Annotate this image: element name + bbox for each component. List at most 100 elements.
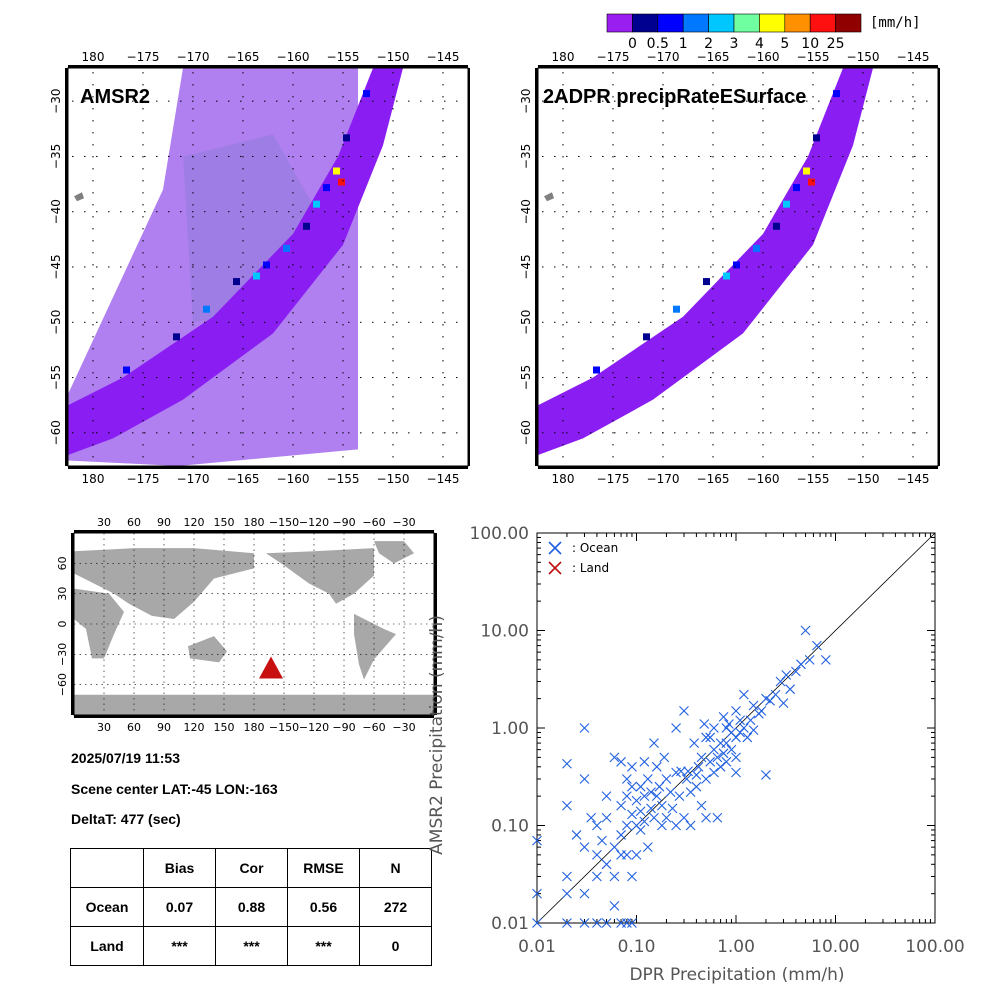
colorbar: [mm/h] 0 0.5 1 2 3 4 5 10 25 — [606, 13, 921, 48]
data-point — [609, 900, 620, 911]
latitude-tick-label: −60 — [519, 420, 533, 445]
precip-cell — [283, 244, 290, 252]
colorbar-tick-label: 10 — [801, 36, 819, 48]
precip-cell — [313, 200, 320, 208]
data-point — [627, 918, 637, 928]
latitude-tick-label: −55 — [49, 365, 63, 390]
data-point — [562, 888, 572, 899]
data-point — [579, 723, 590, 733]
colorbar-segment — [606, 13, 633, 33]
x-tick-label: 0.01 — [518, 937, 556, 957]
data-point — [616, 830, 626, 840]
longitude-tick-label: −175 — [597, 472, 630, 486]
globe-longitude-tick-label: −150 — [269, 516, 299, 529]
y-tick-label: 1.00 — [491, 719, 529, 739]
data-point — [748, 700, 759, 711]
longitude-tick-label: −160 — [277, 50, 310, 64]
longitude-tick-label: −165 — [697, 50, 730, 64]
data-point — [635, 806, 646, 817]
globe-longitude-tick-label: 180 — [244, 721, 265, 734]
longitude-tick-label: −155 — [797, 472, 830, 486]
colorbar-tick-label: 0 — [628, 36, 637, 48]
precip-cell — [703, 278, 710, 286]
globe-longitude-tick-label: −30 — [392, 721, 415, 734]
longitude-tick-label: −175 — [127, 472, 160, 486]
colorbar-segment — [657, 13, 684, 33]
delta-t: DeltaT: 477 (sec) — [71, 811, 181, 827]
data-point — [724, 719, 734, 729]
precip-cell — [233, 278, 240, 286]
map-frame-bottom-bar — [68, 466, 468, 469]
data-point — [532, 835, 542, 846]
data-point — [696, 800, 707, 811]
y-tick-label: 0.10 — [491, 817, 529, 837]
x-axis-label: DPR Precipitation (mm/h) — [629, 965, 844, 985]
precip-cell — [303, 222, 310, 230]
precip-cell — [733, 261, 740, 269]
globe-longitude-tick-label: −120 — [299, 516, 329, 529]
legend-label: : Land — [572, 561, 609, 575]
colorbar-segment — [835, 13, 862, 33]
colorbar-segment — [708, 13, 735, 33]
data-point — [683, 766, 693, 777]
data-point — [579, 918, 590, 928]
scene-center: Scene center LAT:-45 LON:-163 — [71, 781, 278, 797]
longitude-tick-label: −165 — [227, 50, 260, 64]
data-point — [616, 756, 626, 767]
globe-latitude-tick-label: 30 — [439, 587, 440, 601]
longitude-tick-label: −170 — [177, 50, 210, 64]
land-patch — [544, 192, 554, 202]
data-point — [748, 725, 759, 736]
globe-latitude-tick-label: 30 — [56, 587, 69, 601]
data-point — [691, 770, 702, 780]
legend-marker — [548, 541, 562, 555]
colorbar-tick-label: 4 — [755, 36, 764, 48]
longitude-tick-label: −165 — [697, 472, 730, 486]
latitude-tick-label: −40 — [519, 199, 533, 224]
colorbar-tick-label: 0.5 — [647, 36, 669, 48]
data-point — [712, 752, 723, 763]
longitude-tick-label: −150 — [377, 472, 410, 486]
amsr2-map-panel: 180 180 −175 −175 −170 −170 −165 −165 −160 −160 −1… — [49, 50, 470, 486]
data-point — [649, 738, 659, 748]
data-point — [601, 791, 612, 802]
table-cell: 0 — [359, 926, 432, 966]
data-point — [726, 744, 737, 755]
data-point — [778, 698, 789, 708]
data-point — [639, 791, 650, 802]
data-point — [597, 835, 607, 846]
longitude-tick-label: −160 — [747, 472, 780, 486]
precip-cell — [263, 261, 270, 269]
precip-cell — [203, 305, 210, 313]
data-point — [646, 803, 656, 814]
x-tick-label: 100.00 — [905, 937, 964, 957]
data-point — [592, 871, 602, 882]
data-point — [651, 761, 662, 772]
precip-cell — [173, 333, 180, 341]
data-point — [627, 871, 637, 882]
data-point — [676, 766, 686, 777]
scatter-plot: 0.01 0.01 0.10 0.10 1.00 1.00 10.00 10.00 100.00… — [427, 525, 965, 985]
precip-cell — [783, 200, 790, 208]
data-point — [562, 871, 572, 882]
data-point — [721, 738, 732, 748]
longitude-tick-label: 180 — [552, 50, 575, 64]
globe-longitude-tick-label: −120 — [299, 721, 329, 734]
latitude-tick-label: −45 — [519, 254, 533, 279]
globe-latitude-tick-label: −30 — [439, 643, 440, 666]
globe-latitude-tick-label: 60 — [439, 556, 440, 570]
colorbar-tick-label: 3 — [730, 36, 739, 48]
data-point — [679, 705, 689, 716]
data-point — [621, 820, 632, 831]
data-point — [621, 849, 632, 860]
globe-latitude-tick-label: −30 — [56, 643, 69, 666]
data-point — [586, 812, 597, 823]
data-point — [609, 871, 620, 882]
globe-longitude-tick-label: 30 — [97, 516, 111, 529]
scene-location-marker — [259, 656, 283, 679]
x-tick-label: 1.00 — [717, 937, 755, 957]
longitude-tick-label: −150 — [847, 472, 880, 486]
data-point — [745, 715, 756, 726]
table-cell: Ocean — [70, 887, 144, 927]
data-point — [651, 791, 662, 802]
